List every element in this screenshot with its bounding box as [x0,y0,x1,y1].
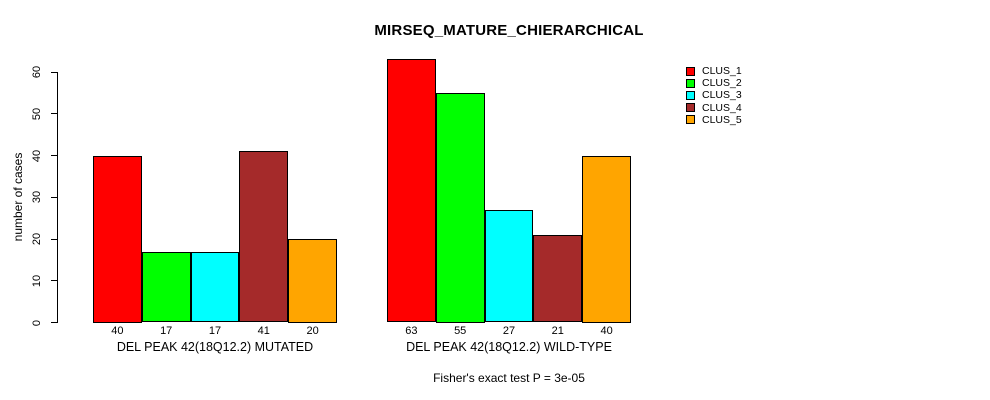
bar-value-label: 17 [208,325,222,337]
bar-value-label: 55 [454,325,467,337]
legend-swatch-clus_3 [686,90,695,100]
y-tick-label-40: 40 [31,149,43,162]
legend-label: CLUS_1 [702,65,742,78]
bar-clus_2-group1 [141,251,191,323]
legend-label: CLUS_2 [702,77,742,90]
y-tick-mark-50 [51,113,57,115]
bar-value-label: 21 [551,325,564,337]
legend-swatch-clus_2 [686,78,695,88]
y-tick-label-30: 30 [31,191,43,204]
y-tick-mark-10 [51,280,57,282]
bar-clus_3-group2 [484,209,534,323]
legend-item-clus_1: CLUS_1 [686,65,742,77]
legend-item-clus_4: CLUS_4 [686,102,742,114]
y-tick-mark-60 [51,71,57,73]
y-tick-label-60: 60 [31,65,43,79]
y-tick-mark-20 [51,238,57,240]
category-label-group1: DEL PEAK 42(18Q12.2) MUTATED [116,340,314,354]
legend-item-clus_2: CLUS_2 [686,77,742,89]
legend-label: CLUS_3 [702,89,742,102]
chart-title: MIRSEQ_MATURE_CHIERARCHICAL [374,22,644,39]
category-label-group2: DEL PEAK 42(18Q12.2) WILD-TYPE [406,340,612,354]
bar-value-label: 20 [306,325,319,337]
y-tick-label-10: 10 [31,274,43,287]
bar-clus_4-group1 [239,151,289,323]
y-axis-label: number of cases [11,152,25,242]
bar-clus_4-group2 [533,234,583,323]
bar-value-label: 40 [600,325,613,337]
bar-value-label: 27 [502,325,516,337]
bar-clus_1-group1 [93,155,142,323]
y-axis-line [57,72,58,323]
bar-value-label: 63 [405,325,418,337]
caption-text: Fisher's exact test P = 3e-05 [433,371,585,385]
bar-value-label: 17 [160,325,173,337]
bar-clus_3-group1 [190,251,240,323]
legend-label: CLUS_4 [702,101,742,114]
bar-clus_2-group2 [435,92,485,323]
bar-clus_5-group1 [288,239,337,323]
bar-clus_1-group2 [387,59,436,323]
legend-swatch-clus_1 [686,66,695,76]
y-tick-mark-30 [51,196,57,198]
legend: CLUS_1 CLUS_2 CLUS_3 CLUS_4 CLUS_5 [686,65,742,126]
bar-clus_5-group2 [582,155,631,323]
y-tick-label-0: 0 [31,319,43,326]
bar-value-label: 40 [111,325,124,337]
y-tick-label-20: 20 [31,232,43,246]
legend-swatch-clus_5 [686,115,695,125]
bar-value-label: 41 [257,325,270,337]
y-tick-mark-0 [51,322,57,323]
y-tick-label-50: 50 [31,107,43,120]
legend-swatch-clus_4 [686,103,695,113]
legend-label: CLUS_5 [702,113,742,126]
legend-item-clus_3: CLUS_3 [686,89,742,101]
legend-item-clus_5: CLUS_5 [686,114,742,126]
y-tick-mark-40 [51,155,57,156]
